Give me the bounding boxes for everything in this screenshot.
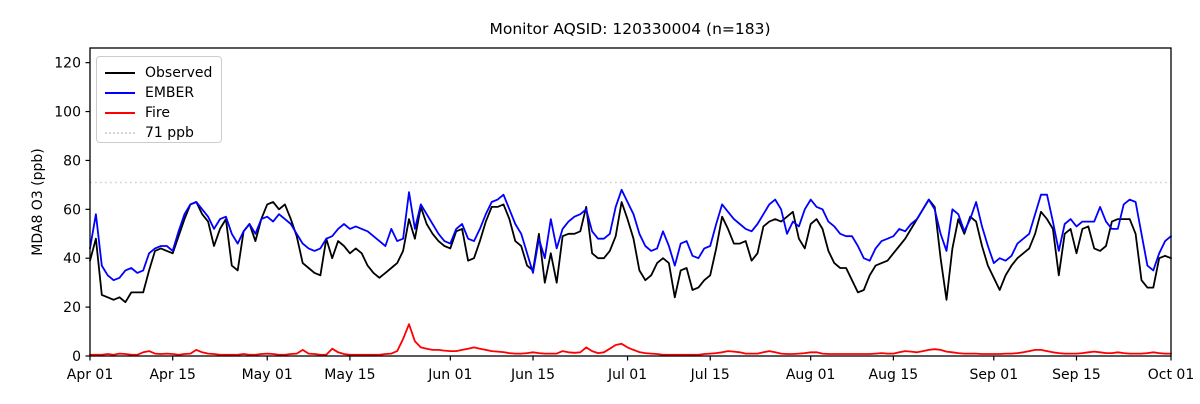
y-tick-label: 80: [63, 153, 81, 169]
x-tick-label: Sep 01: [969, 367, 1018, 383]
legend-item-threshold: 71 ppb: [105, 123, 221, 143]
legend: Observed EMBER Fire 71 ppb: [96, 56, 222, 143]
legend-label: EMBER: [145, 85, 195, 101]
legend-label: Fire: [145, 105, 170, 121]
y-tick-label: 40: [63, 251, 81, 267]
y-tick-label: 120: [54, 56, 81, 72]
x-tick-label: May 15: [324, 367, 375, 383]
series-line-observed: [89, 198, 1172, 304]
legend-label: Observed: [145, 65, 213, 81]
x-tick-label: Jun 15: [510, 367, 555, 383]
fire-line-swatch: [105, 112, 135, 114]
series-line-fire: [89, 323, 1172, 356]
legend-item-ember: EMBER: [105, 83, 221, 103]
y-axis-label: MDA8 O3 (ppb): [30, 148, 46, 256]
ember-line-swatch: [105, 92, 135, 94]
plot-area: Apr 01 Apr 15 May 01 May 15 Jun 01 Jun 15 Jul …: [54, 47, 1194, 383]
x-tick-label: Sep 15: [1052, 367, 1101, 383]
chart-title: Monitor AQSID: 120330004 (n=183): [489, 20, 770, 38]
legend-item-fire: Fire: [105, 103, 221, 123]
legend-label: 71 ppb: [145, 125, 194, 141]
x-tick-label: Aug 01: [786, 367, 836, 383]
y-tick-label: 100: [54, 105, 81, 121]
x-tick-label: Jun 01: [427, 367, 472, 383]
x-tick-label: May 01: [242, 367, 293, 383]
x-tick-label: Jul 15: [690, 367, 730, 383]
series-line-ember: [89, 188, 1172, 282]
x-tick-label: Jul 01: [607, 367, 647, 383]
y-tick-label: 0: [72, 349, 81, 365]
x-tick-label: Oct 01: [1148, 367, 1194, 383]
observed-line-swatch: [105, 72, 135, 74]
legend-item-observed: Observed: [105, 63, 221, 83]
y-tick-label: 20: [63, 300, 81, 316]
x-tick-label: Apr 15: [149, 367, 195, 383]
plot-border: [89, 47, 1172, 357]
y-tick-label: 60: [63, 202, 81, 218]
x-tick-label: Apr 01: [67, 367, 113, 383]
x-tick-label: Aug 15: [869, 367, 919, 383]
threshold-line-swatch: [105, 132, 135, 134]
